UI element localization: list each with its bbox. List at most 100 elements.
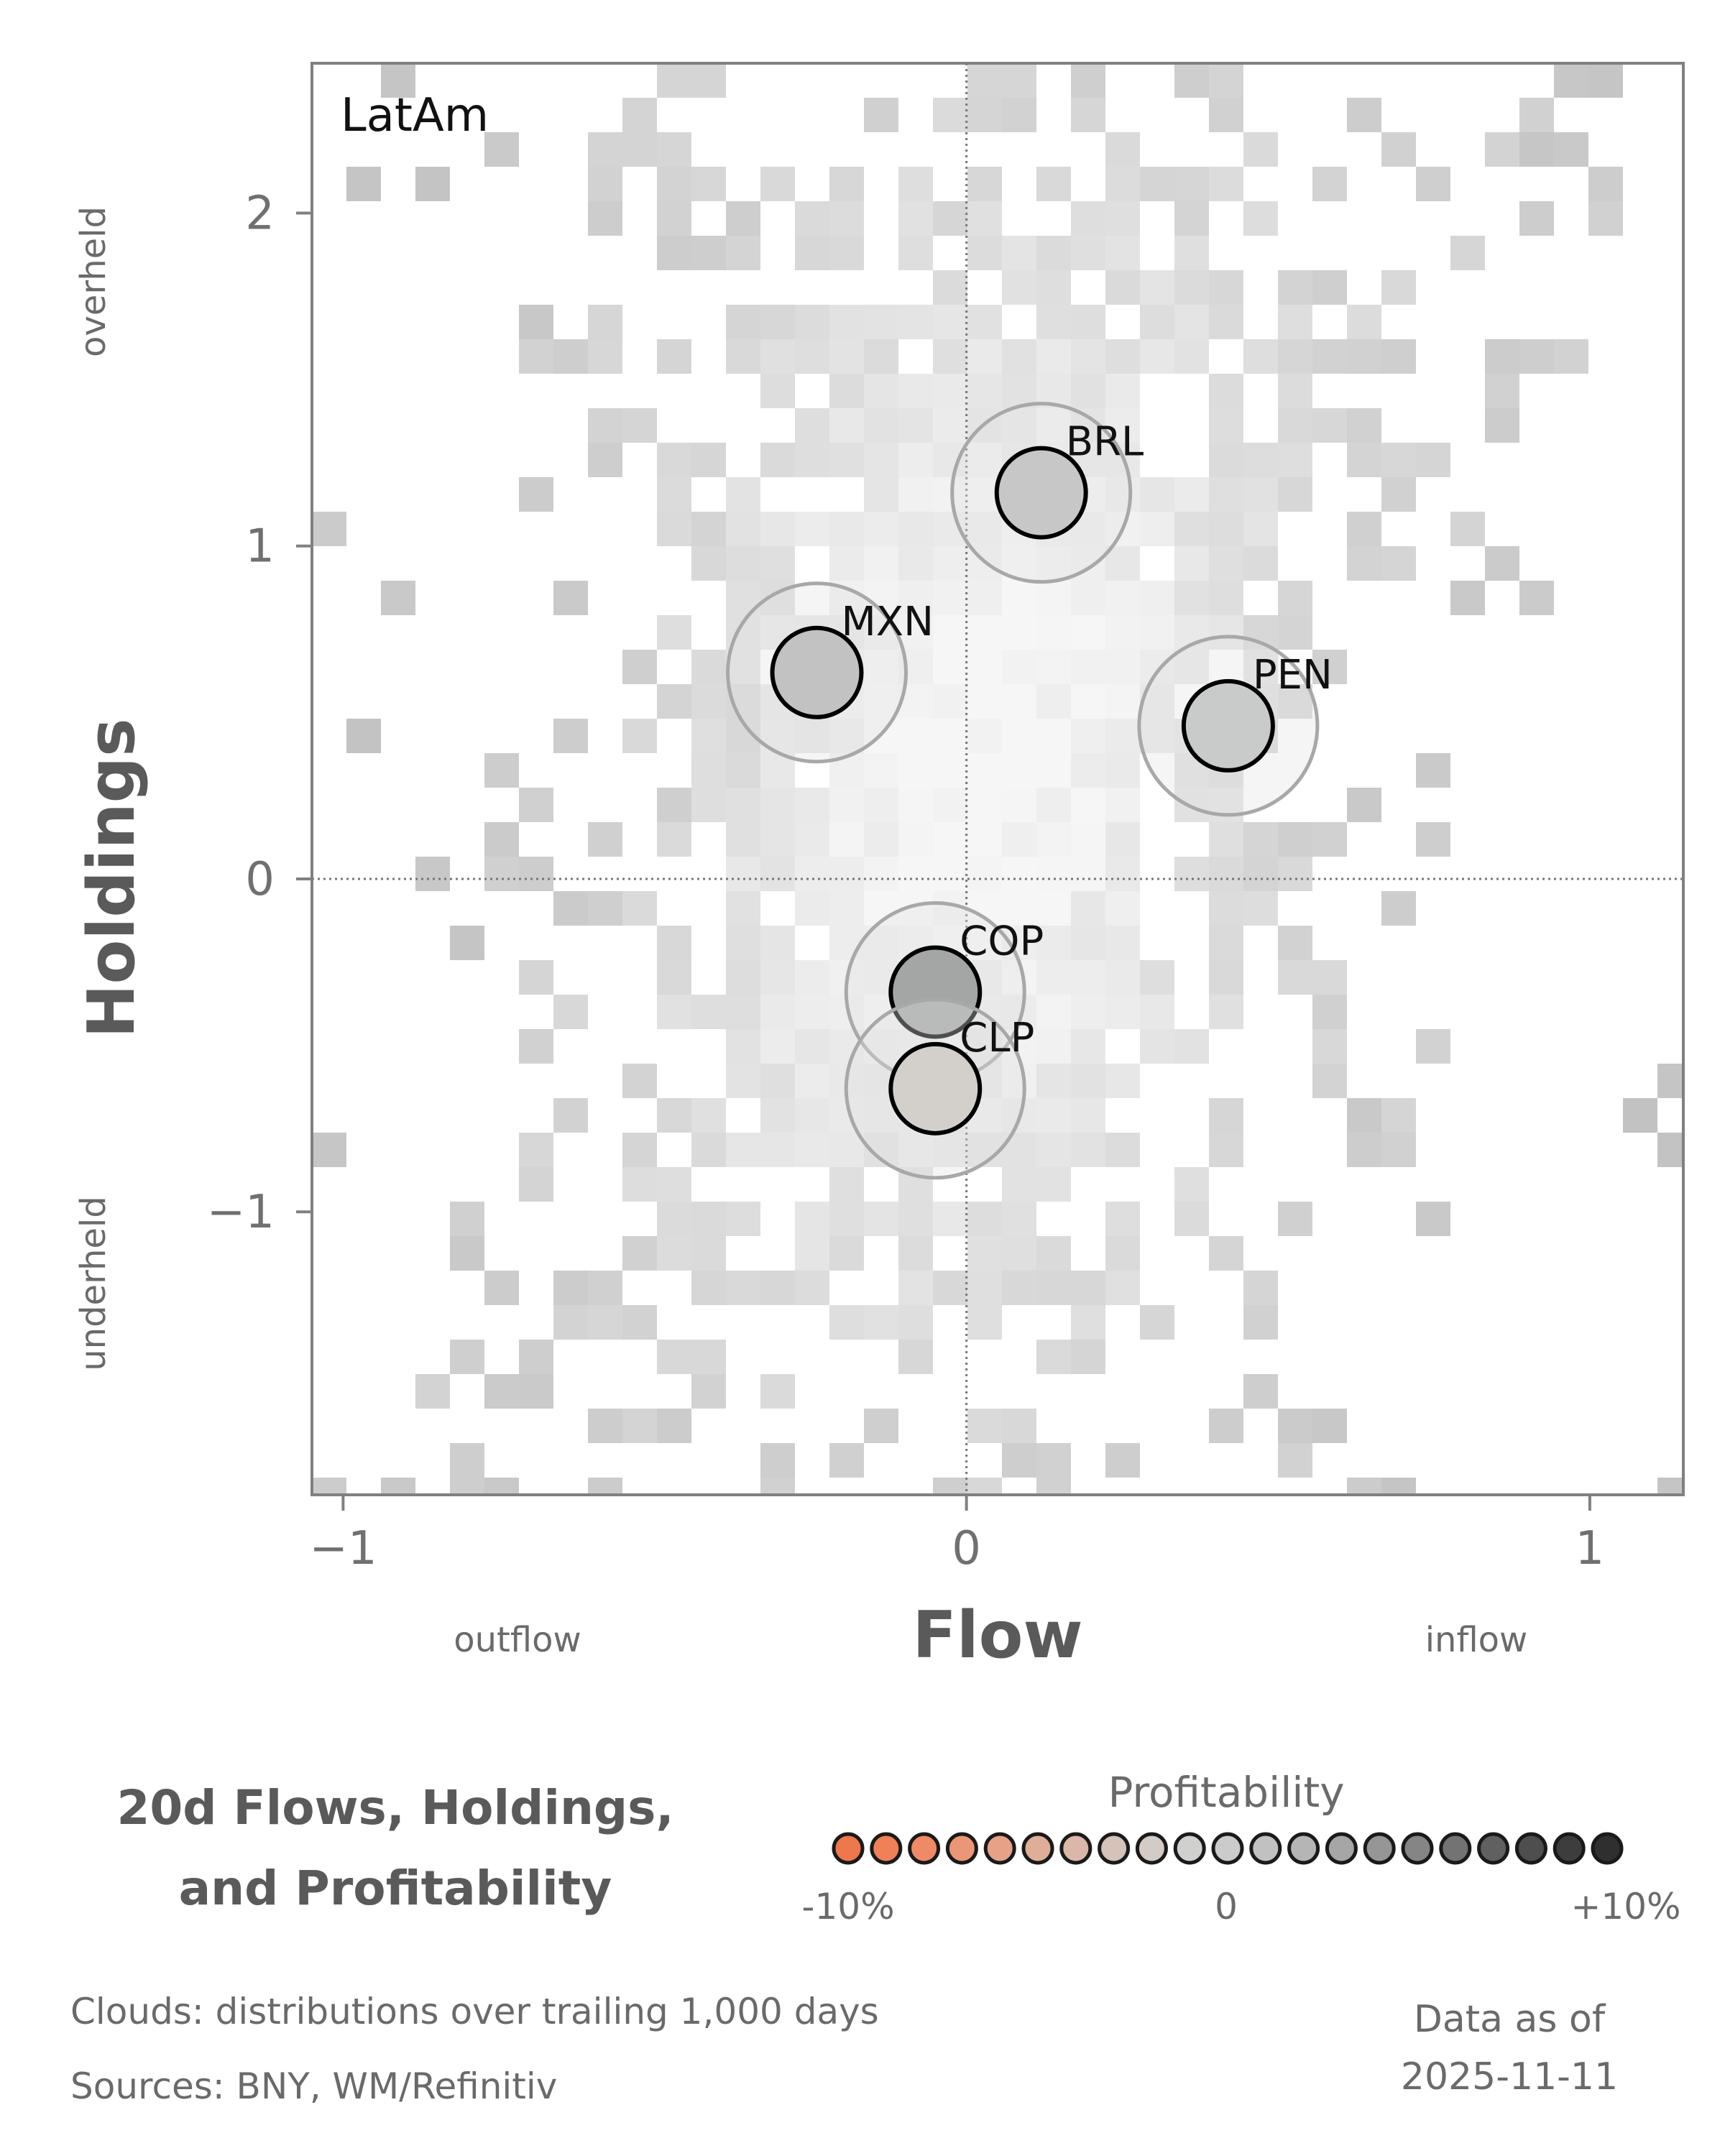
heatmap-cell bbox=[898, 615, 933, 650]
heatmap-cell bbox=[1105, 753, 1140, 788]
heatmap-cell bbox=[726, 995, 760, 1029]
heatmap-cell bbox=[1381, 443, 1416, 477]
heatmap-cell bbox=[519, 1029, 553, 1064]
heatmap-cell bbox=[1347, 1478, 1381, 1495]
heatmap-cell bbox=[1002, 615, 1036, 650]
heatmap-cell bbox=[1140, 1029, 1174, 1064]
heatmap-cell bbox=[967, 201, 1002, 236]
heatmap-cell bbox=[1243, 650, 1278, 684]
heatmap-cell bbox=[795, 1271, 829, 1305]
point-marker-brl[interactable] bbox=[994, 446, 1088, 540]
point-marker-clp[interactable] bbox=[888, 1041, 983, 1135]
heatmap-cell bbox=[1209, 891, 1243, 926]
heatmap-cell bbox=[1105, 1064, 1140, 1098]
heatmap-cell bbox=[622, 719, 657, 753]
profitability-legend bbox=[832, 1832, 1624, 1865]
legend-swatch bbox=[1591, 1832, 1624, 1865]
x-axis-title: Flow bbox=[912, 1598, 1082, 1673]
point-marker-cop[interactable] bbox=[888, 945, 983, 1039]
heatmap-cell bbox=[553, 719, 588, 753]
heatmap-cell bbox=[588, 1409, 622, 1443]
heatmap-cell bbox=[1347, 305, 1381, 339]
heatmap-cell bbox=[1036, 408, 1071, 443]
heatmap-cell bbox=[864, 1305, 898, 1340]
heatmap-cell bbox=[1278, 339, 1312, 374]
heatmap-cell bbox=[898, 1271, 933, 1305]
heatmap-cell bbox=[622, 408, 657, 443]
heatmap-cell bbox=[1243, 443, 1278, 477]
heatmap-cell bbox=[622, 1236, 657, 1271]
heatmap-cell bbox=[967, 1305, 1002, 1340]
heatmap-cell bbox=[760, 1098, 795, 1133]
heatmap-cell bbox=[657, 132, 691, 167]
y-side-label-overheld: overheld bbox=[73, 206, 114, 357]
heatmap-cell bbox=[829, 167, 864, 201]
heatmap-cell bbox=[519, 305, 553, 339]
heatmap-cell bbox=[1278, 305, 1312, 339]
heatmap-cell bbox=[519, 1133, 553, 1167]
heatmap-cell bbox=[691, 546, 726, 581]
heatmap-cell bbox=[1071, 719, 1105, 753]
legend-swatch bbox=[1325, 1832, 1358, 1865]
heatmap-cell bbox=[553, 995, 588, 1029]
heatmap-cell bbox=[1140, 477, 1174, 512]
heatmap-cell bbox=[1002, 788, 1036, 822]
heatmap-cell bbox=[1071, 926, 1105, 960]
heatmap-cell bbox=[1174, 1029, 1209, 1064]
heatmap-cell bbox=[1071, 1271, 1105, 1305]
heatmap-cell bbox=[691, 63, 726, 98]
heatmap-cell bbox=[760, 546, 795, 581]
heatmap-cell bbox=[726, 1064, 760, 1098]
axis-ticks: −1 0 1 −1 0 1 2 bbox=[207, 187, 1605, 1575]
legend-tick-low: -10% bbox=[801, 1886, 894, 1927]
heatmap-cell bbox=[1002, 1167, 1036, 1202]
heatmap-cell bbox=[1209, 822, 1243, 857]
heatmap-cell bbox=[829, 1236, 864, 1271]
heatmap-cell bbox=[657, 236, 691, 270]
heatmap-cell bbox=[864, 477, 898, 512]
heatmap-cell bbox=[1174, 546, 1209, 581]
heatmap-cell bbox=[1485, 374, 1519, 408]
heatmap-cell bbox=[1243, 822, 1278, 857]
heatmap-cell bbox=[1278, 926, 1312, 960]
heatmap-cell bbox=[657, 1409, 691, 1443]
heatmap-cell bbox=[795, 201, 829, 236]
heatmap-cell bbox=[1657, 1133, 1683, 1167]
heatmap-cell bbox=[1071, 1340, 1105, 1374]
heatmap-cell bbox=[1209, 167, 1243, 201]
heatmap-cell bbox=[1105, 1202, 1140, 1236]
heatmap-cell bbox=[484, 1271, 519, 1305]
heatmap-cell bbox=[1347, 339, 1381, 374]
point-marker-mxn[interactable] bbox=[770, 625, 864, 719]
heatmap-cell bbox=[898, 443, 933, 477]
heatmap-cell bbox=[1105, 1236, 1140, 1271]
point-marker-pen[interactable] bbox=[1181, 678, 1275, 773]
heatmap-cell bbox=[691, 1202, 726, 1236]
heatmap-cell bbox=[1105, 236, 1140, 270]
heatmap-cell bbox=[829, 339, 864, 374]
heatmap-cell bbox=[1243, 512, 1278, 546]
legend-swatch bbox=[1059, 1832, 1092, 1865]
heatmap-cell bbox=[795, 1098, 829, 1133]
heatmap-cell bbox=[1278, 615, 1312, 650]
heatmap-cell bbox=[1485, 546, 1519, 581]
heatmap-cell bbox=[864, 684, 898, 719]
heatmap-cell bbox=[898, 719, 933, 753]
heatmap-cell bbox=[1002, 684, 1036, 719]
heatmap-cell bbox=[1002, 857, 1036, 891]
heatmap-cell bbox=[1002, 270, 1036, 305]
heatmap-cell bbox=[829, 201, 864, 236]
heatmap-cell bbox=[1105, 581, 1140, 615]
heatmap-cell bbox=[967, 236, 1002, 270]
heatmap-cell bbox=[1071, 1064, 1105, 1098]
heatmap-cell bbox=[1416, 443, 1450, 477]
heatmap-cell bbox=[898, 822, 933, 857]
heatmap-cell bbox=[1002, 1236, 1036, 1271]
heatmap-cell bbox=[1312, 822, 1347, 857]
heatmap-cell bbox=[588, 132, 622, 167]
heatmap-cell bbox=[1036, 960, 1071, 995]
heatmap-cell bbox=[553, 581, 588, 615]
heatmap-cell bbox=[1278, 1202, 1312, 1236]
point-label-pen: PEN bbox=[1253, 652, 1333, 699]
x-side-label-inflow: inflow bbox=[1425, 1620, 1528, 1660]
